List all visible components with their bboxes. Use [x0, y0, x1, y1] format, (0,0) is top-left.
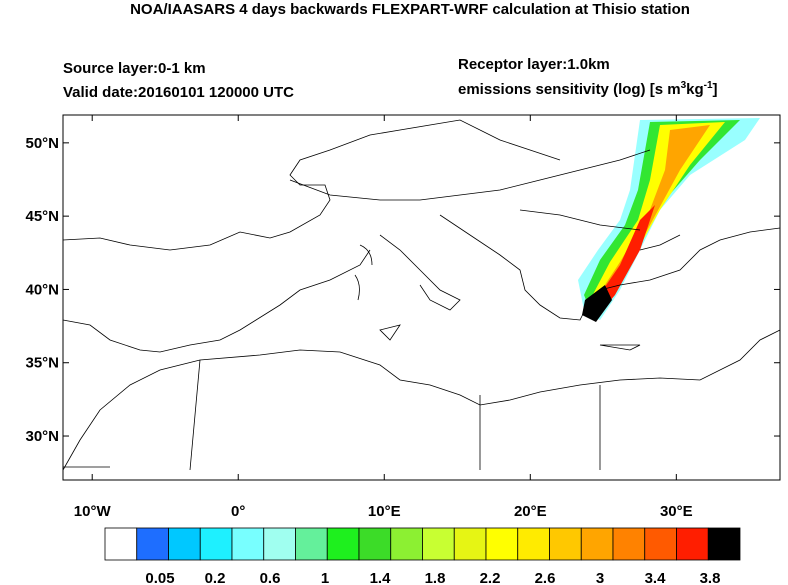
- border: [63, 129, 651, 471]
- coastline: [62, 119, 781, 471]
- units-sup: -1: [704, 80, 713, 91]
- colorbar-swatch: [199, 527, 233, 561]
- colorbar-swatch: [168, 527, 201, 561]
- y-tick-label: 35°N: [25, 355, 59, 372]
- colorbar-swatch: [612, 527, 646, 561]
- colorbar-swatch: [549, 527, 582, 561]
- y-tick-label: 40°N: [25, 281, 59, 298]
- source-layer: Source layer:0-1 km: [63, 60, 206, 77]
- x-tick-label: 30°E: [660, 503, 693, 520]
- colorbar-swatch: [707, 527, 741, 561]
- colorbar-swatch: [644, 527, 677, 561]
- units-label: emissions sensitivity (log) [s m3kg-1]: [458, 80, 718, 98]
- units-mid: kg: [686, 81, 704, 98]
- x-tick-label: 0°: [231, 503, 245, 520]
- colorbar-label: 0.2: [205, 570, 226, 585]
- valid-date: Valid date:20160101 120000 UTC: [63, 84, 294, 101]
- x-tick-label: 20°E: [514, 503, 547, 520]
- colorbar-label: 2.6: [535, 570, 556, 585]
- colorbar-swatch: [422, 527, 455, 561]
- colorbar-label: 3.8: [700, 570, 721, 585]
- colorbar-swatch: [676, 527, 709, 561]
- units-end: ]: [713, 81, 718, 98]
- colorbar-swatch: [263, 527, 296, 561]
- map-frame: [62, 114, 781, 481]
- units-text: emissions sensitivity (log) [s m: [458, 81, 681, 98]
- colorbar-label: 3.4: [645, 570, 667, 585]
- map: [62, 118, 781, 471]
- colorbar-label: 0.6: [260, 570, 281, 585]
- y-tick-label: 45°N: [25, 208, 59, 225]
- plume: [578, 118, 760, 322]
- y-tick-label: 50°N: [25, 135, 59, 152]
- receptor-layer: Receptor layer:1.0km: [458, 56, 610, 73]
- colorbar-swatch: [326, 527, 360, 561]
- colorbar-swatch: [231, 527, 265, 561]
- colorbar-label: 1.4: [370, 570, 392, 585]
- x-tick-label: 10°E: [368, 503, 401, 520]
- colorbar-swatch: [485, 527, 519, 561]
- colorbar-label: 1: [321, 570, 329, 585]
- colorbar-label: 0.05: [145, 570, 174, 585]
- colorbar-swatch: [358, 527, 392, 561]
- title: NOA/IAASARS 4 days backwards FLEXPART-WR…: [130, 1, 690, 18]
- colorbar-swatch: [295, 527, 328, 561]
- y-tick-label: 30°N: [25, 428, 59, 445]
- x-tick-label: 10°W: [74, 503, 112, 520]
- colorbar-swatch: [136, 527, 169, 561]
- colorbar-swatch: [453, 527, 487, 561]
- colorbar-swatch: [104, 527, 138, 561]
- colorbar-label: 2.2: [480, 570, 501, 585]
- units-sup: 3: [681, 80, 687, 91]
- colorbar-swatch: [580, 527, 614, 561]
- colorbar-swatch: [390, 527, 423, 561]
- colorbar-label: 3: [596, 570, 604, 585]
- colorbar-swatch: [517, 527, 550, 561]
- colorbar-label: 1.8: [425, 570, 446, 585]
